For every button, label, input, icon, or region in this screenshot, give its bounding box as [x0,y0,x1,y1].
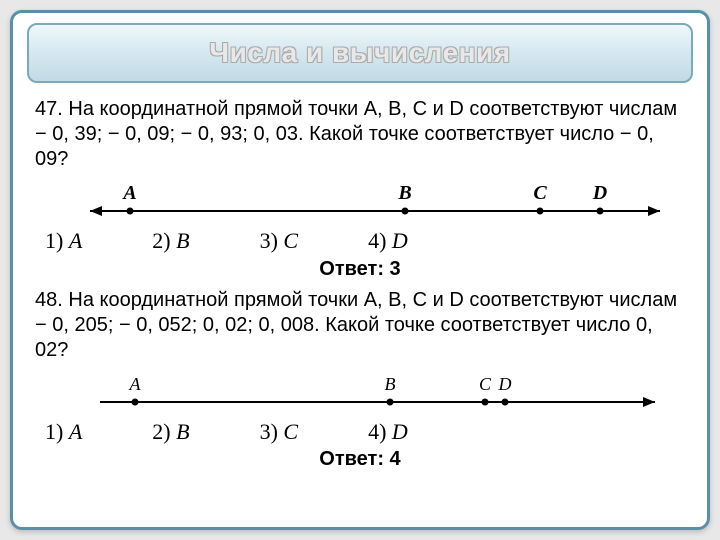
page-title: Числа и вычисления [209,37,510,69]
options-47: 1) A 2) B 3) C 4) D [45,227,685,255]
numberline-47: A B C D [35,176,675,226]
svg-text:C: C [479,374,492,394]
svg-text:D: D [498,374,512,394]
answer-47: Ответ: 3 [35,257,685,282]
problem-47-body: На координатной прямой точки A, B, C и D… [35,98,677,170]
card: Числа и вычисления 47. На координатной п… [10,10,710,530]
problem-48-text: 48. На координатной прямой точки A, B, C… [35,288,685,363]
option-48-2: 2) B [152,418,189,446]
option-48-3: 3) C [260,418,299,446]
options-48: 1) A 2) B 3) C 4) D [45,418,685,446]
svg-text:C: C [533,182,547,204]
problem-48-number: 48. [35,289,63,311]
svg-text:A: A [121,182,136,204]
svg-text:B: B [385,374,396,394]
title-bar: Числа и вычисления [27,23,693,83]
svg-text:A: A [129,374,142,394]
option-48-4: 4) D [368,418,408,446]
option-48-1: 1) A [45,418,82,446]
option-47-1: 1) A [45,227,82,255]
content: 47. На координатной прямой точки A, B, C… [13,89,707,488]
option-47-4: 4) D [368,227,408,255]
problem-48-body: На координатной прямой точки A, B, C и D… [35,289,677,361]
option-47-2: 2) B [152,227,189,255]
numberline-48: A B CD [35,367,675,417]
option-47-3: 3) C [260,227,299,255]
problem-47-number: 47. [35,98,63,120]
problem-47-text: 47. На координатной прямой точки A, B, C… [35,97,685,172]
answer-48: Ответ: 4 [35,447,685,472]
svg-text:D: D [592,182,607,204]
svg-text:B: B [397,182,411,204]
